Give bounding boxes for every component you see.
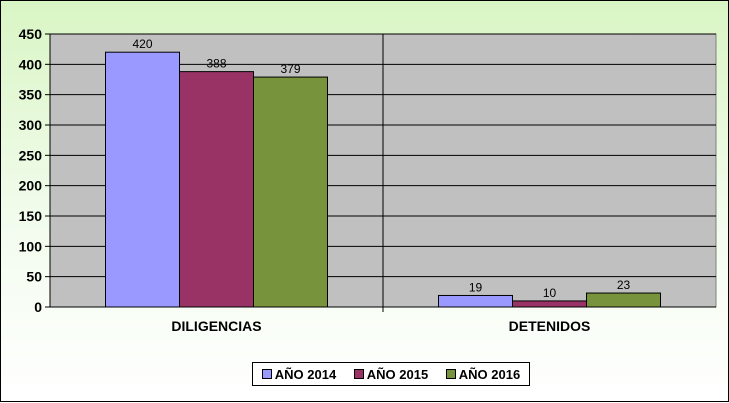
bar <box>253 76 328 308</box>
data-label: 23 <box>617 278 631 292</box>
y-tick-label: 350 <box>19 87 43 103</box>
data-label: 388 <box>206 57 226 71</box>
legend: AÑO 2014 AÑO 2015 AÑO 2016 <box>252 362 530 386</box>
bars <box>105 51 661 308</box>
legend-label: AÑO 2015 <box>366 366 429 382</box>
y-tick-label: 300 <box>19 117 43 133</box>
bar <box>512 300 587 308</box>
y-tick-label: 200 <box>19 178 43 194</box>
data-label: 10 <box>543 286 557 300</box>
y-tick-label: 0 <box>34 299 42 315</box>
legend-item: AÑO 2015 <box>353 366 429 382</box>
data-labels: 420 388 379 19 10 23 <box>132 37 630 300</box>
legend-label: AÑO 2014 <box>274 366 337 382</box>
y-tick-label: 400 <box>19 56 43 72</box>
bar <box>105 51 180 308</box>
legend-item: AÑO 2016 <box>445 366 521 382</box>
bar <box>179 71 254 308</box>
y-tick-label: 450 <box>19 26 43 42</box>
legend-label: AÑO 2016 <box>458 366 521 382</box>
bar <box>586 292 661 308</box>
legend-swatch <box>445 369 456 379</box>
data-label: 420 <box>132 37 152 51</box>
y-tick-label: 100 <box>19 238 43 254</box>
legend-swatch <box>353 369 364 379</box>
legend-item: AÑO 2014 <box>261 366 337 382</box>
x-category-label: DETENIDOS <box>509 318 591 334</box>
legend-swatch <box>261 369 272 379</box>
data-label: 19 <box>469 280 483 294</box>
y-tick-label: 50 <box>26 269 42 285</box>
x-category-label: DILIGENCIAS <box>171 318 261 334</box>
bar <box>438 294 513 308</box>
data-label: 379 <box>280 62 300 76</box>
y-tick-label: 150 <box>19 208 43 224</box>
y-tick-label: 250 <box>19 147 43 163</box>
axes: 0 50 100 150 200 250 300 350 400 450 DILIGENCIAS DE… <box>19 26 716 334</box>
